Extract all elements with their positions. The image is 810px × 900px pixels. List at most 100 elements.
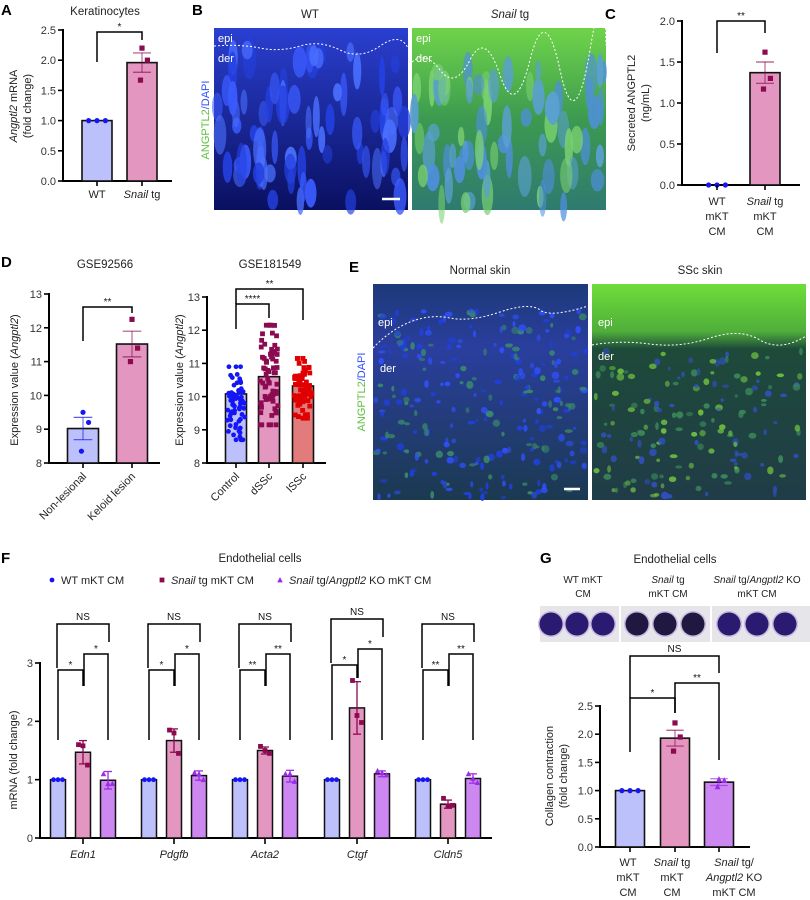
panel-letter-d: D (1, 254, 12, 271)
cell-nucleus (362, 145, 371, 179)
cell-nucleus (688, 357, 694, 364)
cell-nucleus (511, 326, 520, 335)
cell-nucleus (380, 137, 390, 175)
y-tick-label: 2 (27, 716, 33, 728)
cell-nucleus (483, 416, 488, 422)
cell-nucleus (696, 368, 701, 376)
cell-nucleus (596, 441, 605, 448)
data-point (233, 425, 238, 431)
significance-label: ** (457, 644, 465, 655)
data-point (292, 374, 298, 380)
cell-nucleus (650, 443, 657, 449)
significance-bracket (148, 669, 175, 740)
data-point (269, 354, 274, 360)
bar (414, 778, 432, 839)
cell-nucleus (522, 418, 527, 423)
y-tick-label: 0.0 (578, 842, 593, 854)
cell-nucleus (695, 485, 702, 492)
text-segment: mKT (705, 211, 729, 223)
cell-nucleus (584, 53, 598, 97)
cell-nucleus (752, 406, 758, 413)
data-point (379, 769, 385, 776)
data-point (296, 414, 301, 419)
x-tick-label: Acta2 (250, 849, 279, 861)
data-point (374, 767, 381, 774)
cell-nucleus (431, 471, 438, 476)
data-point (301, 365, 307, 371)
cell-nucleus (390, 54, 400, 74)
cell-nucleus (378, 313, 387, 320)
cell-nucleus (451, 438, 457, 444)
y-tick-label: 1 (27, 775, 33, 787)
cell-nucleus (710, 371, 715, 375)
cell-nucleus (535, 419, 539, 424)
cell-nucleus (601, 445, 608, 454)
cell-nucleus (449, 423, 454, 428)
significance-label: * (185, 644, 189, 655)
cell-nucleus (550, 322, 554, 328)
cell-nucleus (511, 346, 520, 352)
cell-nucleus (211, 92, 223, 122)
data-point (262, 341, 268, 347)
cell-nucleus (444, 381, 451, 387)
y-tick-label: 2.0 (578, 729, 593, 741)
bar (659, 737, 691, 848)
cell-nucleus (664, 380, 670, 387)
text-segment: KO (783, 575, 800, 586)
cell-nucleus (643, 424, 649, 430)
cell-nucleus (377, 350, 386, 354)
text-segment: Angptl2 (8, 105, 20, 143)
bar (49, 778, 67, 839)
cell-nucleus (287, 168, 295, 194)
cell-nucleus (599, 365, 606, 372)
plate-heading: WT mKT (563, 575, 602, 586)
plate-heading: Snail tg/Angptl2 KO (713, 575, 801, 586)
cell-nucleus (479, 487, 484, 493)
cell-nucleus (553, 396, 561, 403)
cell-nucleus (403, 396, 410, 403)
y-tick-label: 0 (27, 833, 33, 845)
data-point (229, 390, 234, 396)
significance-label: NS (441, 612, 455, 623)
text-segment: mKT CM (712, 887, 755, 899)
cell-nucleus (400, 136, 408, 172)
cell-nucleus (607, 465, 612, 473)
cell-nucleus (671, 412, 677, 419)
cell-nucleus (379, 479, 388, 483)
cell-nucleus (733, 373, 741, 379)
x-tick-label: Snail tg (747, 196, 784, 208)
text-segment: Angptl2 (9, 318, 21, 356)
cell-nucleus (660, 419, 668, 426)
cell-nucleus (529, 436, 535, 441)
cell-nucleus (346, 42, 355, 62)
data-point (260, 380, 266, 386)
panel-letter-b: B (192, 2, 203, 19)
y-tick-label: 0.0 (660, 180, 675, 192)
significance-bracket (238, 623, 292, 668)
data-point (291, 778, 298, 784)
panel-b-snail-title: Snail tg (491, 9, 529, 21)
data-point (274, 346, 280, 352)
cell-nucleus (532, 78, 545, 115)
cell-nucleus (318, 126, 326, 154)
cell-nucleus (602, 347, 610, 356)
data-point (151, 777, 156, 783)
cell-nucleus (427, 343, 434, 347)
cell-nucleus (545, 425, 554, 429)
data-point (299, 382, 305, 388)
cell-nucleus (538, 133, 547, 157)
significance-bracket (421, 623, 475, 668)
cell-nucleus (420, 348, 427, 357)
data-point (225, 407, 231, 413)
cell-nucleus (269, 72, 280, 105)
cell-nucleus (422, 423, 428, 431)
cell-nucleus (660, 428, 667, 434)
cell-nucleus (643, 398, 651, 404)
data-point (300, 415, 306, 421)
cell-nucleus (660, 351, 666, 357)
data-point (306, 365, 312, 370)
collagen-gel-well (681, 612, 705, 636)
cell-nucleus (252, 162, 265, 185)
group-pdgfb: Pdgfb * * NS (140, 612, 208, 861)
data-point (137, 77, 144, 83)
